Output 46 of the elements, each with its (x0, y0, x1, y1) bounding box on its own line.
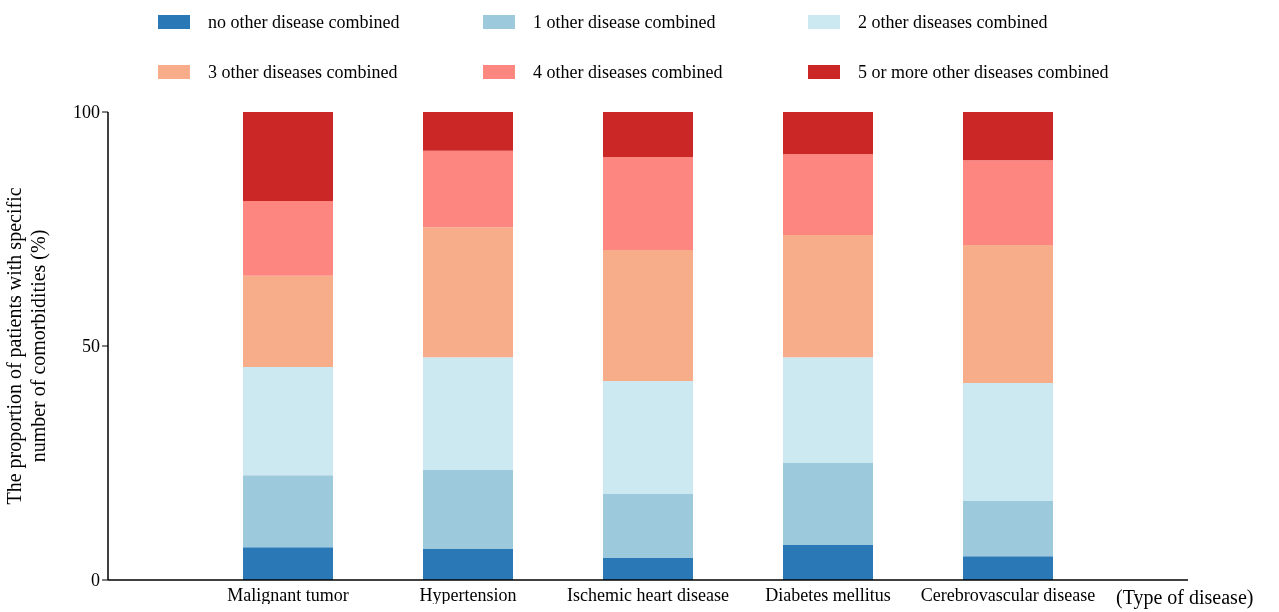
bar (603, 493, 693, 558)
bar (423, 357, 513, 471)
bar (243, 475, 333, 548)
bar (243, 367, 333, 476)
legend-label: 1 other disease combined (533, 11, 716, 33)
bar (603, 156, 693, 251)
bar (963, 244, 1053, 383)
x-tick-label: Malignant tumor (227, 584, 349, 605)
y-tick-label: 100 (73, 102, 100, 123)
bar (963, 556, 1053, 580)
bar (603, 381, 693, 494)
x-tick-label: Cerebrovascular disease (920, 584, 1096, 605)
bar (243, 275, 333, 368)
bar (783, 112, 873, 155)
x-axis-title: (Type of disease) (1116, 586, 1254, 609)
bar (783, 154, 873, 236)
bar (783, 235, 873, 358)
bar (783, 544, 873, 580)
legend-label: 2 other diseases combined (858, 11, 1048, 33)
legend-label: no other disease combined (208, 11, 400, 33)
bar (963, 500, 1053, 557)
legend-label: 5 or more other diseases combined (858, 61, 1109, 83)
bar (603, 250, 693, 382)
x-tick-label: Diabetes mellitus (765, 584, 891, 605)
legend-label: 4 other diseases combined (533, 61, 723, 83)
bar (783, 357, 873, 463)
x-tick-label: Ischemic heart disease (567, 584, 729, 605)
bar (963, 382, 1053, 501)
y-tick-label: 0 (91, 570, 100, 591)
bar (423, 112, 513, 151)
bar (423, 470, 513, 550)
bar (423, 150, 513, 228)
bar (243, 112, 333, 201)
y-tick-label: 50 (82, 336, 100, 357)
bar (603, 558, 693, 580)
bar (243, 200, 333, 276)
bar (243, 547, 333, 580)
bar (963, 160, 1053, 245)
bar (783, 463, 873, 545)
bar (423, 227, 513, 358)
bar (603, 112, 693, 157)
bar (963, 112, 1053, 161)
y-axis-title: The proportion of patients with specific number of comorbidities (%) (2, 186, 50, 507)
x-tick-label: Hypertension (419, 584, 517, 605)
bar (423, 549, 513, 580)
legend-label: 3 other diseases combined (208, 61, 398, 83)
